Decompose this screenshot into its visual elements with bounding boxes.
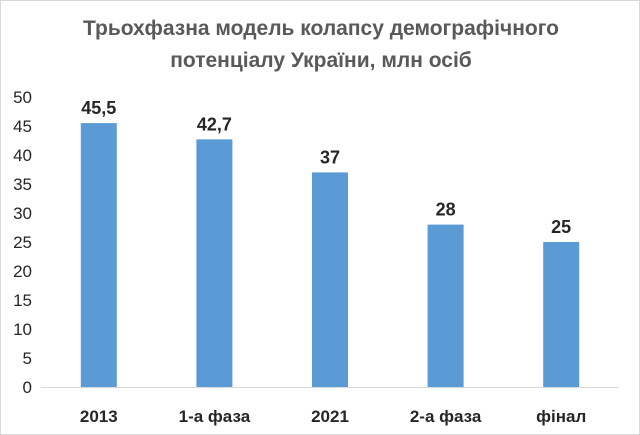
chart-title-line-1: Трьохфазна модель колапсу демографічного xyxy=(82,17,560,40)
bar-3 xyxy=(427,224,464,387)
bar-4 xyxy=(543,242,580,387)
bar-0 xyxy=(80,123,117,387)
y-tick-label-7: 35 xyxy=(13,175,32,194)
category-label-4: фінал xyxy=(536,407,586,426)
chart-title-line-2: потенціалу України, млн осіб xyxy=(170,49,472,72)
category-label-2: 2021 xyxy=(311,407,349,426)
bar-1 xyxy=(196,139,233,387)
bar-2 xyxy=(312,172,348,387)
data-label-3: 28 xyxy=(436,200,456,220)
y-tick-label-6: 30 xyxy=(13,204,32,223)
y-tick-label-0: 0 xyxy=(23,378,32,397)
category-label-0: 2013 xyxy=(80,407,118,426)
category-label-1: 1-а фаза xyxy=(179,407,251,426)
y-tick-label-2: 10 xyxy=(13,320,32,339)
data-label-0: 45,5 xyxy=(81,98,116,118)
data-label-1: 42,7 xyxy=(197,114,232,134)
y-tick-label-4: 20 xyxy=(13,262,32,281)
y-tick-label-3: 15 xyxy=(13,291,32,310)
y-tick-label-10: 50 xyxy=(13,88,32,107)
data-label-2: 37 xyxy=(320,147,340,167)
y-tick-label-9: 45 xyxy=(13,117,32,136)
y-tick-label-5: 25 xyxy=(13,233,32,252)
y-tick-label-8: 40 xyxy=(13,146,32,165)
y-tick-label-1: 5 xyxy=(23,349,32,368)
data-label-4: 25 xyxy=(551,217,571,237)
chart-title: Трьохфазна модель колапсу демографічного… xyxy=(41,13,601,77)
category-label-3: 2-а фаза xyxy=(410,407,482,426)
